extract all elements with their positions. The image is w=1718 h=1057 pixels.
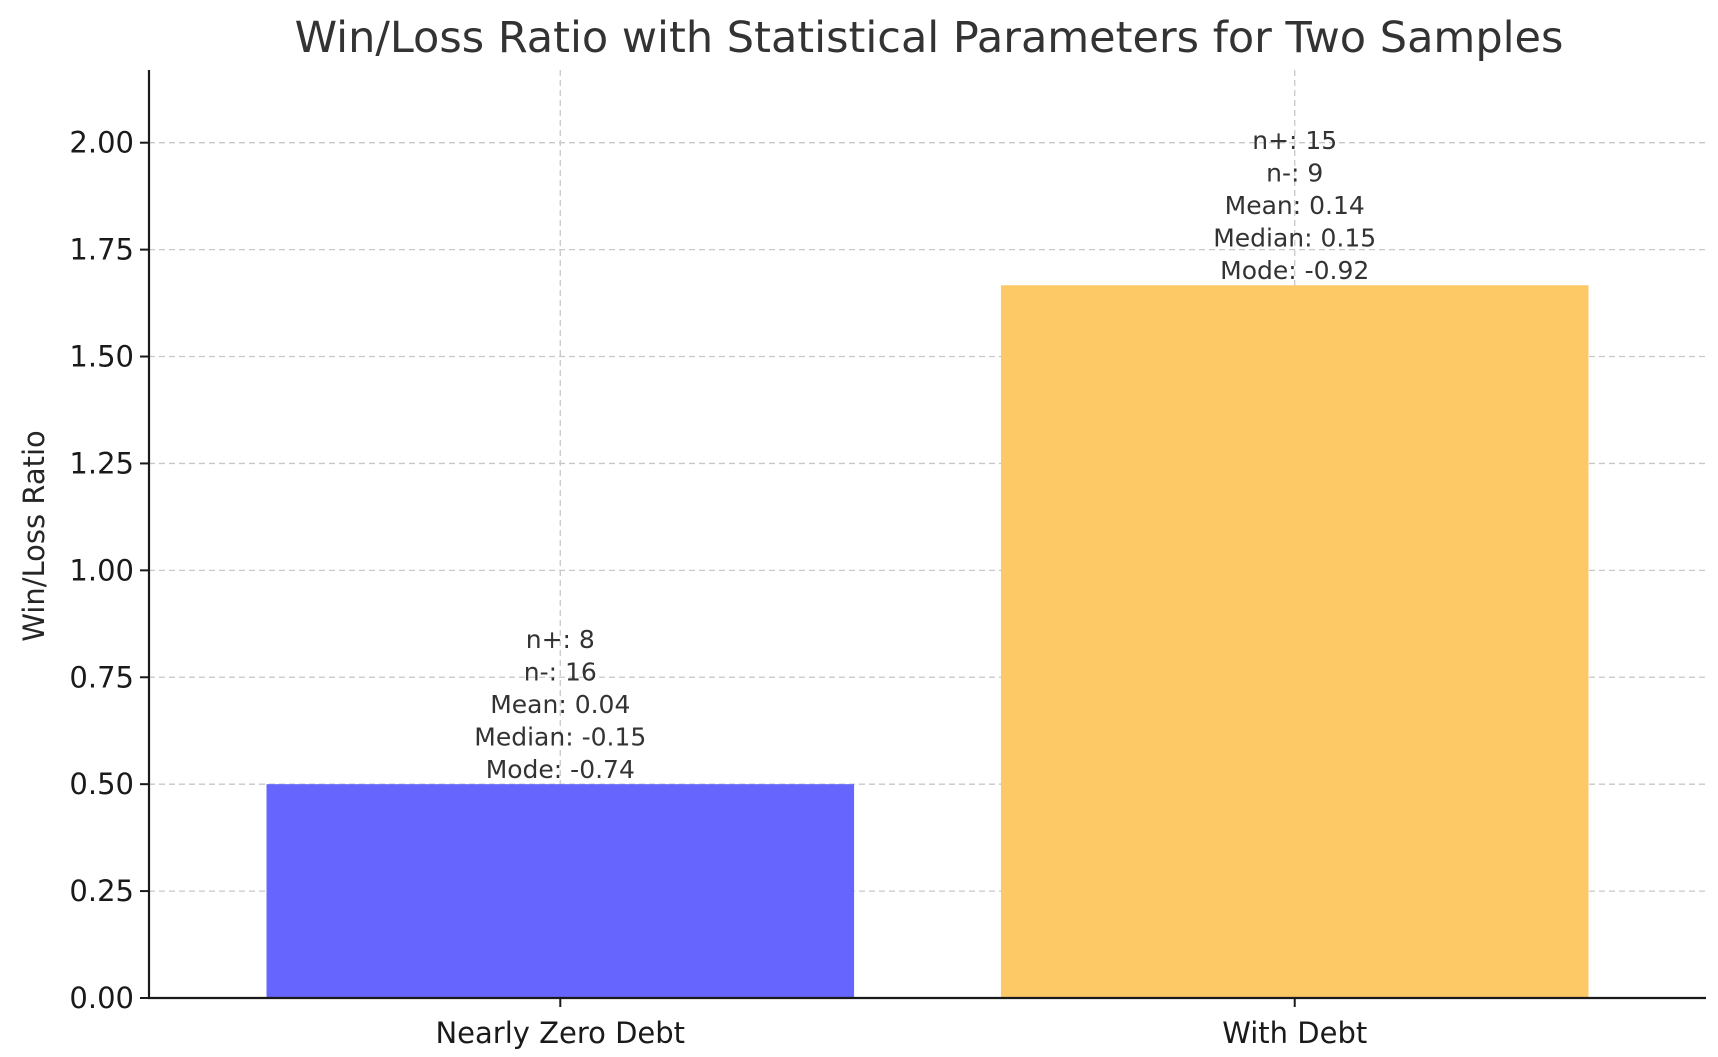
annotation-layer: n+: 8 n-: 16 Mean: 0.04 Median: -0.15 Mode: … [474, 126, 1376, 784]
x-tick-label: Nearly Zero Debt [435, 1016, 685, 1050]
bar-annotation-line: Mean: 0.14 [1225, 191, 1365, 220]
y-axis-label: Win/Loss Ratio [17, 430, 51, 642]
x-tick-label: With Debt [1222, 1016, 1367, 1050]
bar-annotation-line: n+: 15 [1252, 126, 1337, 155]
bar [1000, 285, 1589, 999]
y-tick-label: 1.25 [69, 446, 134, 480]
bar-annotation-line: n-: 16 [524, 658, 597, 687]
axis-spines [147, 70, 1706, 1000]
bar-annotation-line: Mean: 0.04 [490, 690, 630, 719]
y-tick-label: 0.75 [69, 660, 134, 694]
y-tick-label: 0.00 [69, 981, 134, 1015]
y-tick-label: 0.25 [69, 874, 134, 908]
axis-layer: 0.00 0.25 0.50 0.75 1.00 1.25 1.50 1.75 2.00 Near… [69, 70, 1706, 1050]
bar-annotation-line: n+: 8 [526, 625, 595, 654]
bar [266, 784, 855, 998]
chart-title: Win/Loss Ratio with Statistical Paramete… [295, 13, 1564, 63]
y-tick-label: 2.00 [69, 126, 134, 160]
bar-annotation-line: Mode: -0.92 [1220, 256, 1369, 285]
bar-annotation-line: Median: 0.15 [1213, 224, 1376, 253]
bar-annotation-line: Mode: -0.74 [486, 755, 635, 784]
bar-layer [266, 285, 1589, 999]
y-tick-label: 0.50 [69, 767, 134, 801]
bar-annotation-line: Median: -0.15 [474, 723, 646, 752]
y-tick-label: 1.75 [69, 233, 134, 267]
y-tick-label: 1.00 [69, 553, 134, 587]
bar-annotation-line: n-: 9 [1266, 159, 1323, 188]
y-tick-label: 1.50 [69, 340, 134, 374]
